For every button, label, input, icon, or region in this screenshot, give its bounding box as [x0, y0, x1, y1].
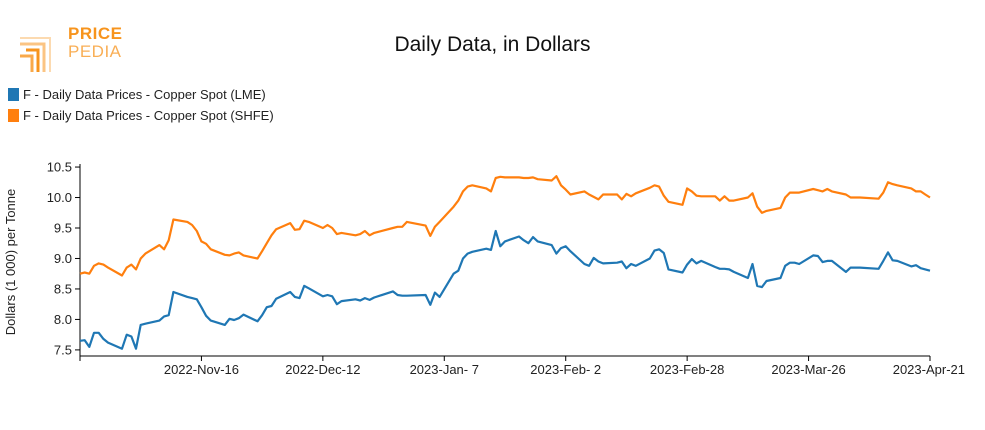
- logo-mark-icon: [20, 37, 51, 72]
- plot-area: [79, 175, 931, 350]
- legend-swatch-lme: [8, 88, 19, 101]
- y-axis: 7.5 8.0 8.5 9.0 9.5 10.0 10.5: [47, 160, 81, 357]
- logo-text-price: PRICE: [68, 24, 123, 43]
- pricepedia-logo: PRICE PEDIA: [18, 22, 128, 74]
- x-axis: 2022-Nov-16 2022-Dec-12 2023-Jan- 7 2023-Fe…: [79, 355, 965, 377]
- y-tick-label: 9.0: [54, 251, 72, 266]
- y-tick-label: 8.0: [54, 312, 72, 327]
- legend-label-lme: F - Daily Data Prices - Copper Spot (LME…: [23, 87, 266, 102]
- y-axis-title: Dollars (1 000) per Tonne: [3, 189, 18, 335]
- x-tick-label: 2023-Apr-21: [893, 362, 965, 377]
- y-tick-label: 8.5: [54, 281, 72, 296]
- series-line-shfe[interactable]: [79, 175, 931, 277]
- legend: F - Daily Data Prices - Copper Spot (LME…: [8, 84, 274, 126]
- chart-title: Daily Data, in Dollars: [394, 33, 591, 56]
- logo-text-pedia: PEDIA: [68, 42, 122, 61]
- x-tick-label: 2023-Mar-26: [771, 362, 845, 377]
- legend-swatch-shfe: [8, 109, 19, 122]
- y-tick-label: 7.5: [54, 342, 72, 357]
- x-tick-label: 2023-Jan- 7: [410, 362, 479, 377]
- legend-label-shfe: F - Daily Data Prices - Copper Spot (SHF…: [23, 108, 274, 123]
- y-tick-label: 10.5: [47, 160, 72, 175]
- legend-item-shfe[interactable]: F - Daily Data Prices - Copper Spot (SHF…: [8, 105, 274, 126]
- y-tick-label: 9.5: [54, 221, 72, 236]
- y-tick-label: 10.0: [47, 190, 72, 205]
- x-tick-label: 2022-Nov-16: [164, 362, 239, 377]
- x-tick-label: 2022-Dec-12: [285, 362, 360, 377]
- x-tick-label: 2023-Feb-28: [650, 362, 724, 377]
- x-tick-label: 2023-Feb- 2: [530, 362, 601, 377]
- legend-item-lme[interactable]: F - Daily Data Prices - Copper Spot (LME…: [8, 84, 274, 105]
- series-line-lme[interactable]: [79, 229, 931, 350]
